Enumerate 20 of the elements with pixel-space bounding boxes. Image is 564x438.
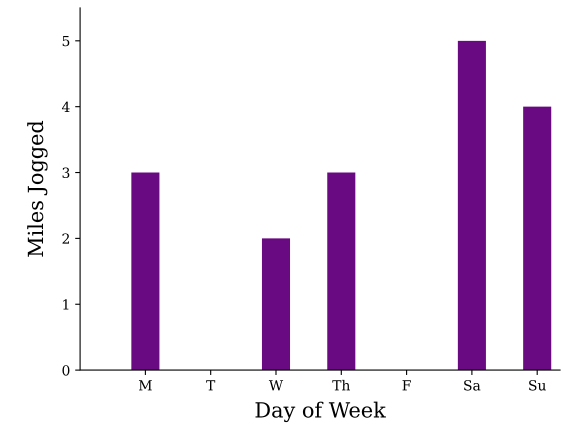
- x-tick-label: Th: [332, 380, 350, 390]
- x-tick-label: T: [206, 380, 216, 390]
- y-tick-label: 4: [62, 102, 70, 112]
- x-tick-label: Sa: [464, 380, 480, 391]
- x-tick-label: Su: [529, 380, 546, 391]
- bar: [262, 238, 290, 370]
- y-tick-label: 1: [63, 299, 68, 310]
- bar: [131, 172, 160, 370]
- x-tick-label: M: [138, 380, 152, 390]
- y-tick-label: 2: [62, 233, 70, 244]
- y-tick-label: 3: [62, 168, 70, 178]
- y-axis-title: Miles Jogged: [27, 120, 48, 257]
- bar: [523, 106, 552, 370]
- y-tick-label: 0: [62, 365, 70, 376]
- x-tick-label: F: [402, 380, 411, 390]
- bar: [458, 40, 486, 370]
- y-tick-label: 5: [62, 36, 70, 46]
- x-tick-label: W: [268, 380, 284, 390]
- x-axis-title: Day of Week: [256, 402, 386, 422]
- bar: [327, 172, 356, 370]
